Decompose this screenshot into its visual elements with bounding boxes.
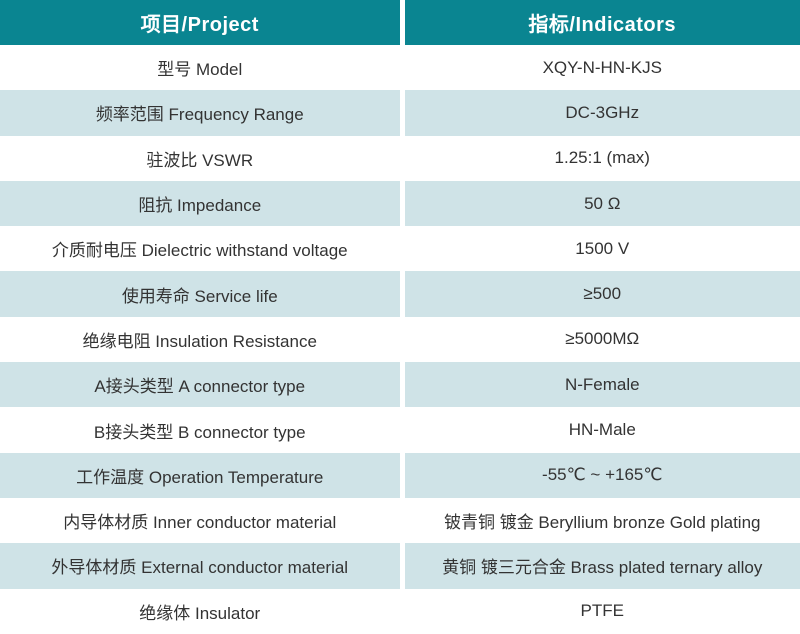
project-cell: B接头类型 B connector type (0, 407, 405, 453)
indicator-cell: ≥500 (402, 271, 800, 317)
table-row: 外导体材质 External conductor material 黄铜 镀三元… (0, 543, 800, 589)
project-cell: 工作温度 Operation Temperature (0, 452, 405, 498)
table-row: A接头类型 A connector type N-Female (0, 362, 800, 408)
indicator-cell: 1500 V (402, 226, 800, 272)
project-cell: 内导体材质 Inner conductor material (0, 497, 405, 544)
project-cell: 阻抗 Impedance (0, 180, 405, 227)
table-row: 使用寿命 Service life ≥500 (0, 271, 800, 317)
project-cell: 外导体材质 External conductor material (0, 543, 405, 589)
project-cell: 介质耐电压 Dielectric withstand voltage (0, 226, 405, 272)
indicator-cell: PTFE (402, 588, 800, 634)
project-cell: 使用寿命 Service life (0, 271, 405, 317)
indicator-cell: ≥5000MΩ (402, 316, 800, 363)
column-header-indicator: 指标/Indicators (402, 0, 800, 45)
indicator-cell: N-Female (402, 362, 800, 408)
spec-table-header: 项目/Project 指标/Indicators (0, 0, 800, 45)
table-row: 型号 Model XQY-N-HN-KJS (0, 45, 800, 91)
indicator-cell: HN-Male (402, 407, 800, 453)
spec-table-body: 型号 Model XQY-N-HN-KJS 频率范围 Frequency Ran… (0, 45, 800, 634)
project-cell: 型号 Model (0, 45, 405, 91)
table-row: 绝缘体 Insulator PTFE (0, 588, 800, 634)
indicator-cell: -55℃ ~ +165℃ (402, 452, 800, 498)
table-row: 工作温度 Operation Temperature -55℃ ~ +165℃ (0, 452, 800, 498)
table-row: B接头类型 B connector type HN-Male (0, 407, 800, 453)
table-row: 阻抗 Impedance 50 Ω (0, 180, 800, 227)
header-row: 项目/Project 指标/Indicators (0, 0, 800, 45)
table-row: 内导体材质 Inner conductor material 铍青铜 镀金 Be… (0, 497, 800, 544)
table-row: 绝缘电阻 Insulation Resistance ≥5000MΩ (0, 316, 800, 363)
project-cell: A接头类型 A connector type (0, 362, 405, 408)
indicator-cell: 黄铜 镀三元合金 Brass plated ternary alloy (402, 543, 800, 589)
project-cell: 绝缘电阻 Insulation Resistance (0, 316, 405, 363)
table-row: 介质耐电压 Dielectric withstand voltage 1500 … (0, 226, 800, 272)
project-cell: 绝缘体 Insulator (0, 588, 405, 634)
table-row: 驻波比 VSWR 1.25:1 (max) (0, 135, 800, 181)
project-cell: 驻波比 VSWR (0, 135, 405, 181)
indicator-cell: 50 Ω (402, 180, 800, 227)
indicator-cell: 铍青铜 镀金 Beryllium bronze Gold plating (402, 497, 800, 544)
indicator-cell: DC-3GHz (402, 90, 800, 136)
table-row: 频率范围 Frequency Range DC-3GHz (0, 90, 800, 136)
project-cell: 频率范围 Frequency Range (0, 90, 405, 136)
indicator-cell: XQY-N-HN-KJS (402, 45, 800, 91)
column-header-project: 项目/Project (0, 0, 405, 45)
indicator-cell: 1.25:1 (max) (402, 135, 800, 181)
